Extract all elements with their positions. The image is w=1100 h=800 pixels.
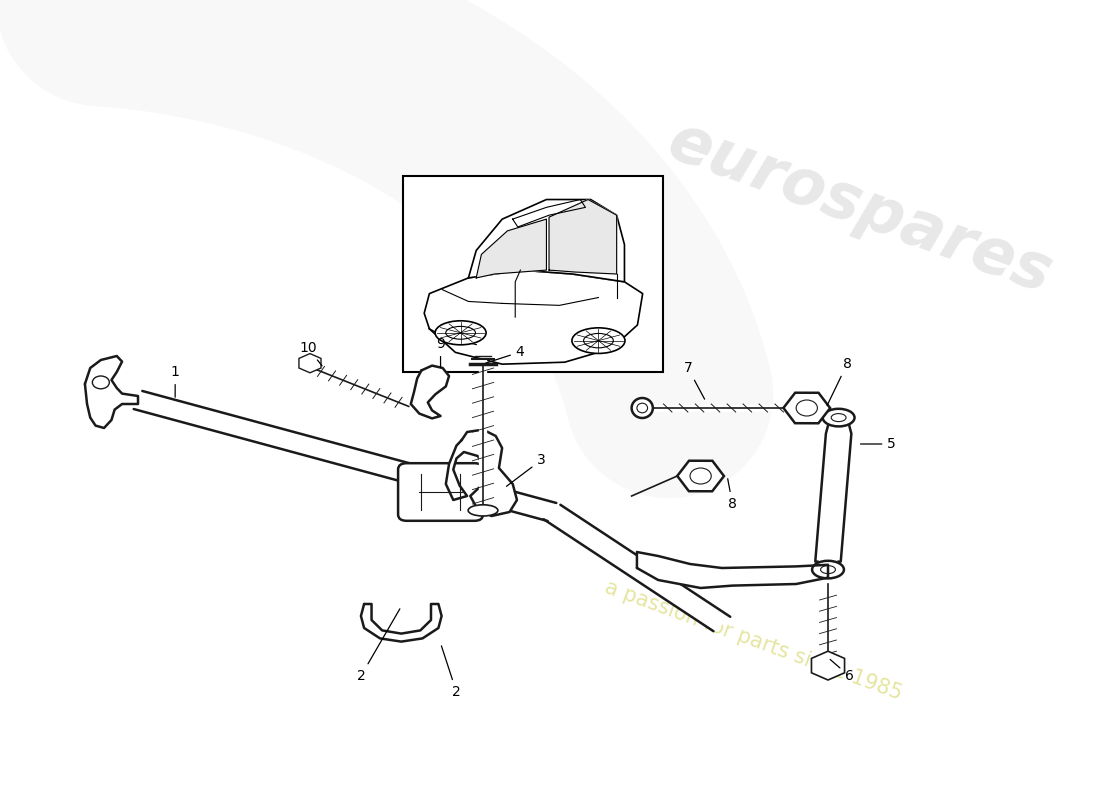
Polygon shape <box>637 552 828 588</box>
Ellipse shape <box>631 398 653 418</box>
Ellipse shape <box>436 321 486 345</box>
Ellipse shape <box>812 561 844 578</box>
Text: 9: 9 <box>436 337 446 368</box>
Polygon shape <box>446 430 517 516</box>
Ellipse shape <box>823 409 855 426</box>
Polygon shape <box>549 199 617 274</box>
Polygon shape <box>543 505 730 631</box>
Polygon shape <box>815 426 851 562</box>
Text: 1: 1 <box>170 365 179 398</box>
Text: 8: 8 <box>728 478 737 511</box>
Polygon shape <box>361 604 441 642</box>
Polygon shape <box>425 270 642 364</box>
Text: 4: 4 <box>485 345 525 363</box>
Bar <box>404 176 663 372</box>
Polygon shape <box>469 199 625 282</box>
Text: 2: 2 <box>356 609 400 683</box>
Text: 10: 10 <box>299 341 322 366</box>
Text: 2: 2 <box>441 646 461 699</box>
Ellipse shape <box>572 328 625 354</box>
Circle shape <box>92 376 109 389</box>
Text: eurospares: eurospares <box>659 110 1060 306</box>
Polygon shape <box>134 391 557 521</box>
Ellipse shape <box>469 505 498 516</box>
Polygon shape <box>476 219 547 278</box>
Text: 6: 6 <box>830 659 854 683</box>
Polygon shape <box>410 366 449 418</box>
Text: a passion for parts since 1985: a passion for parts since 1985 <box>603 577 905 703</box>
Text: 8: 8 <box>827 357 851 406</box>
Text: 7: 7 <box>683 361 705 399</box>
Polygon shape <box>85 356 138 428</box>
FancyBboxPatch shape <box>398 463 483 521</box>
Text: 3: 3 <box>506 453 546 486</box>
Text: 5: 5 <box>860 437 896 451</box>
